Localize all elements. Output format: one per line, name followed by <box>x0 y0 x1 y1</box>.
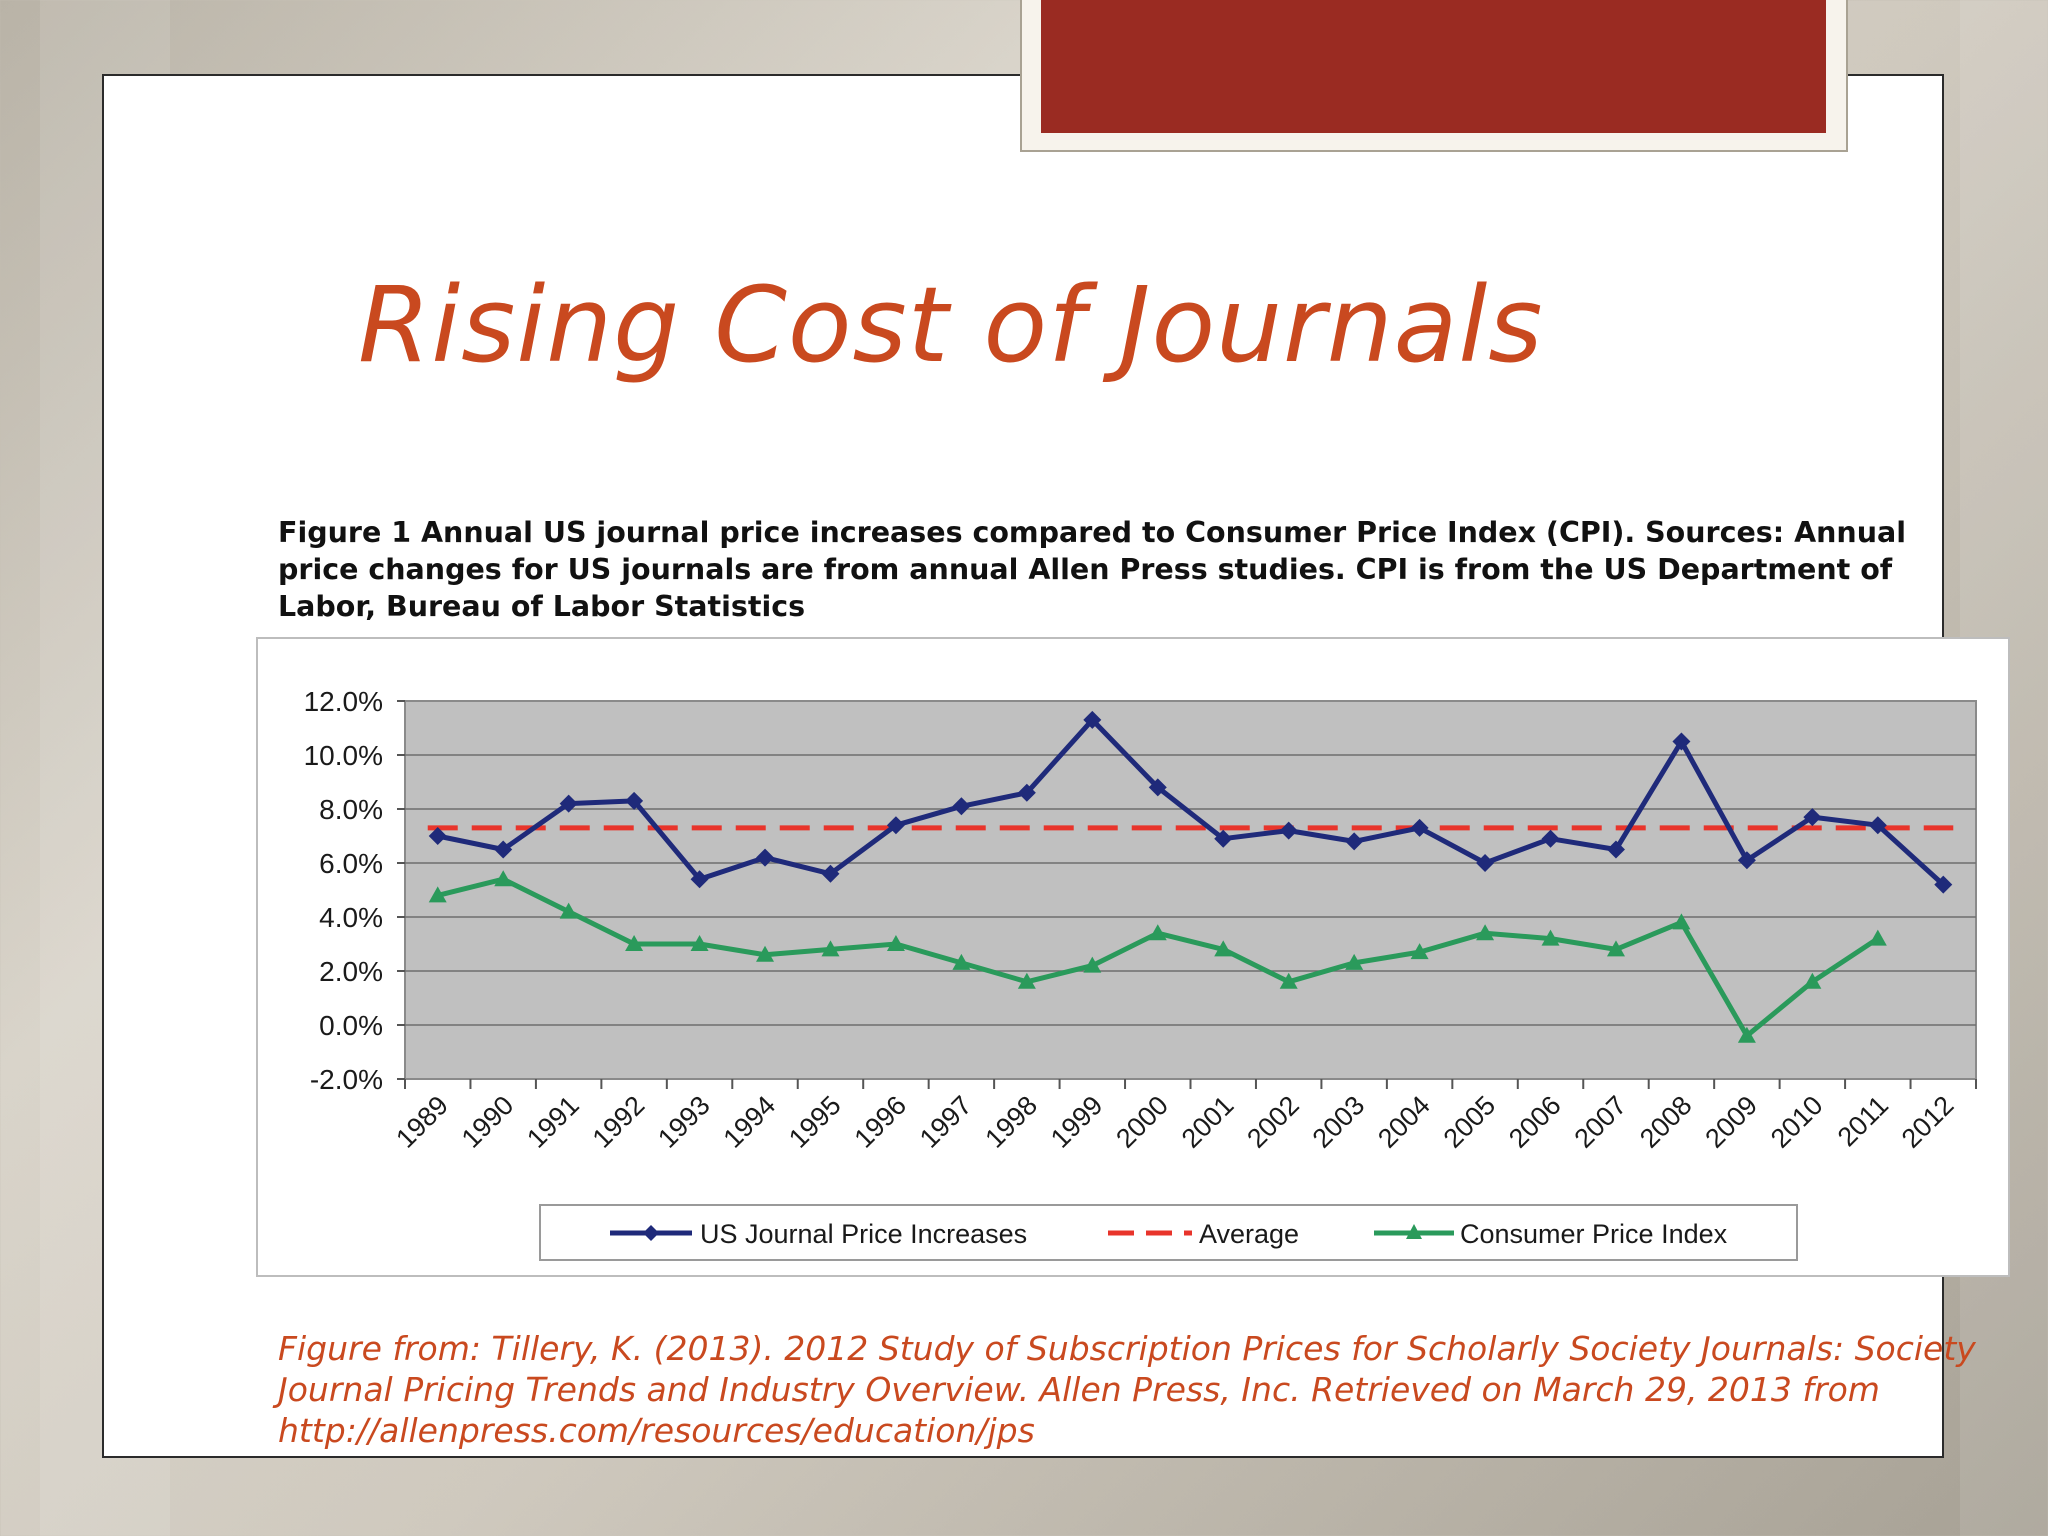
data-point-triangle <box>494 870 513 887</box>
y-tick-label: 8.0% <box>319 794 383 825</box>
data-point-diamond <box>625 791 644 810</box>
data-point-triangle <box>1345 953 1364 970</box>
data-point-triangle <box>1017 972 1036 989</box>
data-point-diamond <box>1476 854 1495 872</box>
figure-source-citation: Figure from: Tillery, K. (2013). 2012 St… <box>278 1329 1976 1450</box>
x-tick-label: 2005 <box>1438 1090 1502 1154</box>
data-point-triangle <box>1410 943 1429 960</box>
y-tick-label: 10.0% <box>304 740 383 771</box>
data-point-triangle <box>1148 924 1167 941</box>
x-tick-label: 1995 <box>783 1090 847 1154</box>
figure-caption: Figure 1 Annual US journal price increas… <box>278 516 1907 623</box>
legend-label-average: Average <box>1199 1219 1299 1249</box>
data-point-triangle <box>952 953 971 970</box>
x-tick-label: 2004 <box>1372 1090 1436 1154</box>
data-point-triangle <box>1803 972 1822 989</box>
x-tick-label: 2010 <box>1765 1090 1829 1154</box>
data-point-triangle <box>428 886 447 903</box>
data-point-triangle <box>1083 956 1102 973</box>
data-point-diamond <box>1017 783 1036 802</box>
data-point-diamond <box>756 848 775 867</box>
data-point-triangle <box>1737 1026 1756 1043</box>
legend-marker-diamond <box>643 1225 659 1241</box>
x-tick-label: 2007 <box>1569 1090 1633 1154</box>
legend: US Journal Price Increases Average Consu… <box>539 1204 1798 1261</box>
slide: Rising Cost of Journals Figure 1 Annual … <box>102 74 2010 1458</box>
x-tick-label: 1996 <box>848 1090 912 1154</box>
y-axis-ticks: 12.0% 10.0% 8.0% 6.0% 4.0% 2.0% 0.0% -2.0% <box>304 686 405 1095</box>
data-point-diamond <box>1934 875 1953 894</box>
legend-marker-triangle <box>1406 1224 1422 1239</box>
x-tick-label: 1997 <box>914 1090 978 1154</box>
data-point-diamond <box>1214 829 1233 848</box>
x-tick-label: 1992 <box>587 1090 651 1154</box>
x-tick-label: 2009 <box>1699 1090 1763 1154</box>
legend-label-cpi: Consumer Price Index <box>1460 1219 1728 1249</box>
slide-title: Rising Cost of Journals <box>358 264 1544 386</box>
chart-container: 12.0% 10.0% 8.0% 6.0% 4.0% 2.0% 0.0% -2.0% 1989… <box>256 637 2010 1277</box>
data-point-diamond <box>1737 851 1756 870</box>
data-point-diamond <box>821 864 840 883</box>
x-tick-label: 2006 <box>1503 1090 1567 1154</box>
data-point-triangle <box>1214 940 1233 957</box>
accent-bar <box>1041 0 1826 133</box>
data-point-diamond <box>1672 732 1691 751</box>
data-point-triangle <box>1476 924 1495 941</box>
series-line-0 <box>437 717 1945 887</box>
x-tick-label: 1990 <box>456 1090 520 1154</box>
data-point-diamond <box>1803 808 1822 827</box>
line-chart: 12.0% 10.0% 8.0% 6.0% 4.0% 2.0% 0.0% -2.0% 1989… <box>304 686 1977 1261</box>
plot-area <box>404 700 1977 1080</box>
data-point-triangle <box>690 935 709 951</box>
y-tick-label: 6.0% <box>319 848 383 879</box>
x-tick-label: 2001 <box>1176 1090 1240 1154</box>
x-tick-label: 1994 <box>718 1090 782 1154</box>
x-axis-ticks: 1989 1990 1991 1992 1993 1994 1995 1996 1997 1998… <box>390 1079 1977 1154</box>
data-point-triangle <box>1672 913 1691 930</box>
data-point-diamond <box>1868 816 1887 835</box>
data-point-diamond <box>1148 778 1167 797</box>
data-point-diamond <box>1410 818 1429 837</box>
x-tick-label: 1999 <box>1045 1090 1109 1154</box>
data-point-triangle <box>625 935 644 951</box>
data-point-diamond <box>952 797 971 816</box>
data-point-diamond <box>1279 821 1298 840</box>
data-point-triangle <box>886 935 905 951</box>
y-tick-label: 12.0% <box>304 686 383 717</box>
x-tick-label: 2002 <box>1241 1090 1305 1154</box>
y-tick-label: 4.0% <box>319 902 383 933</box>
data-point-diamond <box>1083 710 1102 729</box>
x-tick-label: 2011 <box>1832 1090 1894 1152</box>
x-tick-label: 2008 <box>1634 1090 1698 1154</box>
data-point-diamond <box>1606 840 1625 859</box>
x-tick-label: 1991 <box>521 1090 585 1154</box>
y-tick-label: 0.0% <box>319 1010 383 1041</box>
x-tick-label: 2012 <box>1896 1090 1960 1154</box>
x-tick-label: 1993 <box>652 1090 716 1154</box>
data-point-diamond <box>690 870 709 889</box>
data-point-triangle <box>821 940 840 957</box>
y-tick-label: -2.0% <box>310 1064 383 1095</box>
y-tick-label: 2.0% <box>319 956 383 987</box>
data-point-triangle <box>756 945 775 962</box>
data-point-triangle <box>1868 929 1887 946</box>
x-tick-label: 1989 <box>390 1090 454 1154</box>
data-point-triangle <box>1279 972 1298 989</box>
data-point-triangle <box>1541 929 1560 946</box>
data-point-diamond <box>559 794 578 813</box>
data-point-triangle <box>559 902 578 919</box>
x-tick-label: 2003 <box>1307 1090 1371 1154</box>
data-point-triangle <box>1606 940 1625 957</box>
data-point-diamond <box>494 840 513 859</box>
data-point-diamond <box>428 827 447 845</box>
data-point-diamond <box>1345 832 1364 851</box>
gridlines <box>405 754 1976 1026</box>
x-tick-label: 2000 <box>1110 1090 1174 1154</box>
legend-label-journal: US Journal Price Increases <box>700 1219 1027 1249</box>
series-layer <box>427 710 1954 1043</box>
data-point-diamond <box>886 816 905 835</box>
x-tick-label: 1998 <box>979 1090 1043 1154</box>
data-point-diamond <box>1541 829 1560 848</box>
